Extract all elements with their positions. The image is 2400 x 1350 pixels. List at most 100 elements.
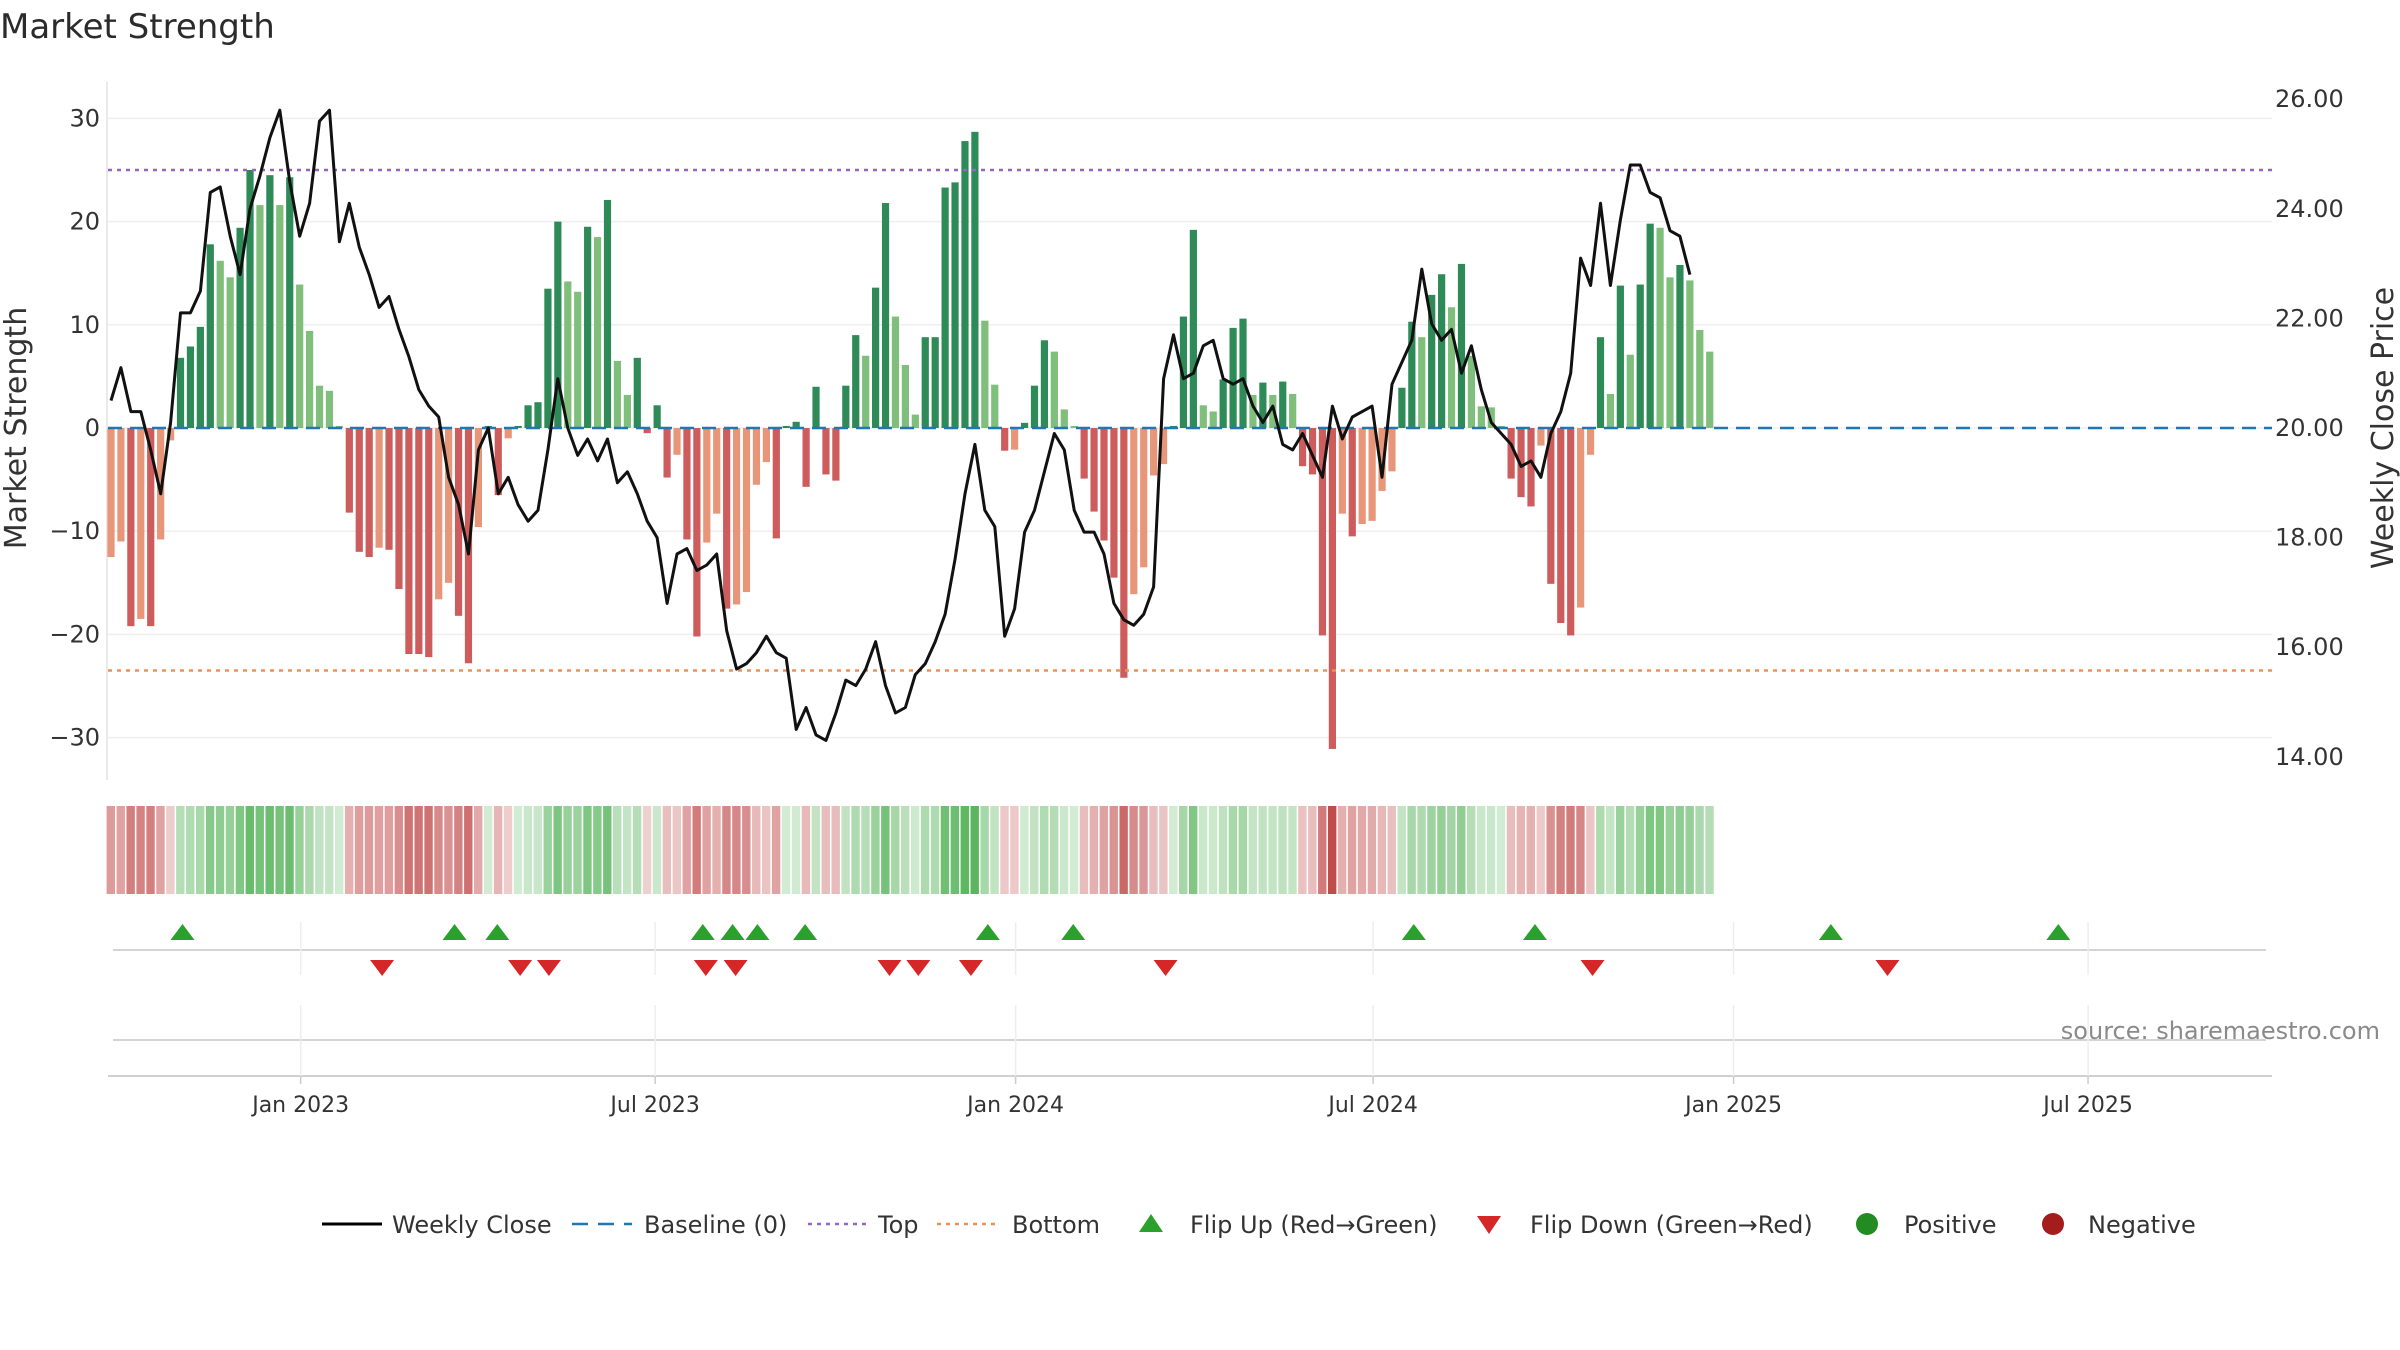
strength-bar	[1030, 385, 1039, 428]
strength-bar	[1398, 387, 1406, 428]
strength-bar	[1159, 428, 1168, 465]
heat-cell	[146, 806, 155, 894]
heat-cell	[950, 806, 960, 894]
strength-bar	[673, 428, 681, 455]
heat-cell	[1546, 806, 1555, 894]
strength-bar	[862, 355, 870, 428]
heat-cell	[791, 806, 801, 894]
strength-bar	[782, 425, 790, 428]
heat-cell	[1625, 806, 1635, 894]
heat-cell	[394, 806, 403, 894]
heat-cell	[622, 806, 632, 894]
strength-bar	[1219, 379, 1227, 428]
strength-bar	[1259, 382, 1267, 428]
heat-cell	[1347, 806, 1357, 894]
strength-bar	[276, 205, 284, 428]
weekly-close-line	[109, 108, 1692, 742]
heat-cell	[305, 806, 314, 894]
heat-cell	[1447, 806, 1456, 894]
strength-bar	[1408, 321, 1416, 428]
heat-cell	[672, 806, 682, 894]
strength-bar	[454, 428, 463, 616]
strength-bar	[1537, 428, 1545, 446]
heat-cell	[1377, 806, 1387, 894]
strength-bar	[1616, 285, 1624, 428]
y-tick-right-label: 22.00	[2275, 304, 2344, 332]
heat-cell	[1278, 806, 1287, 894]
heat-cell	[1635, 806, 1645, 894]
legend-label: Top	[877, 1211, 919, 1239]
heat-cell	[1159, 806, 1168, 894]
heat-cell	[801, 806, 811, 894]
strength-bar	[1318, 428, 1327, 636]
strength-bar	[891, 316, 900, 428]
flip-down-marker	[958, 960, 983, 976]
strength-bar	[1547, 428, 1555, 584]
heat-cell	[325, 806, 334, 894]
reference-lines	[108, 168, 2272, 672]
y-tick-left-label: −10	[49, 517, 100, 545]
strength-bar	[1308, 428, 1317, 475]
legend-label: Bottom	[1012, 1211, 1100, 1239]
heat-cell	[1496, 806, 1506, 894]
strength-bar	[574, 291, 582, 428]
strength-bar	[762, 428, 770, 463]
flip-down-marker	[370, 960, 395, 976]
heat-cell	[841, 806, 850, 894]
x-tick-label: Jul 2024	[1326, 1093, 1418, 1118]
strength-bar	[1120, 428, 1128, 678]
strength-bar	[951, 182, 959, 428]
strength-bar	[1090, 428, 1098, 512]
x-tick-label: Jul 2023	[608, 1093, 700, 1118]
strength-bar	[693, 428, 701, 637]
heat-cell	[1516, 806, 1526, 894]
strength-bar	[1646, 223, 1654, 428]
heat-cell	[1059, 806, 1069, 894]
strength-bar	[1080, 428, 1088, 479]
strength-bar	[713, 428, 721, 514]
heat-cell	[1030, 806, 1039, 894]
heat-cell	[920, 806, 930, 894]
strength-bar	[325, 390, 334, 428]
strength-bar	[881, 203, 890, 428]
strength-bar	[633, 357, 641, 428]
heat-cell	[245, 806, 255, 894]
flip-down-marker	[508, 960, 533, 976]
heat-cell	[861, 806, 870, 894]
heat-cell	[424, 806, 433, 894]
strength-bar	[1418, 337, 1426, 428]
heat-cell	[632, 806, 642, 894]
strength-bar	[941, 187, 949, 428]
heat-cell	[265, 806, 274, 894]
strength-bar	[723, 428, 731, 609]
heat-cell	[811, 806, 821, 894]
strength-bar	[1011, 428, 1019, 450]
flip-markers	[108, 922, 2272, 1077]
strength-bar	[1467, 355, 1476, 428]
heat-cell	[1467, 806, 1476, 894]
heat-cell	[702, 806, 711, 894]
strength-bar	[812, 386, 820, 428]
heat-cell	[275, 806, 284, 894]
heat-cell	[1179, 806, 1188, 894]
strength-bar	[306, 330, 314, 428]
heat-cell	[1506, 806, 1516, 894]
x-tick-label: Jul 2025	[2041, 1093, 2133, 1118]
flip-up-marker	[170, 924, 195, 940]
heat-cell	[1665, 806, 1675, 894]
heat-cell	[1566, 806, 1575, 894]
strength-bar	[991, 384, 999, 428]
heat-cell	[553, 806, 562, 894]
strength-bar	[435, 428, 443, 600]
strength-bar	[1338, 428, 1346, 514]
flip-up-marker	[442, 924, 467, 940]
y-tick-left-label: −20	[49, 620, 100, 648]
heat-cell	[583, 806, 592, 894]
heat-cell	[434, 806, 443, 894]
strength-bar	[901, 365, 909, 428]
heat-cell	[1615, 806, 1625, 894]
y-tick-right-label: 16.00	[2275, 633, 2344, 661]
heat-cell	[1139, 806, 1148, 894]
strength-bar	[137, 428, 145, 619]
heat-cell	[503, 806, 513, 894]
